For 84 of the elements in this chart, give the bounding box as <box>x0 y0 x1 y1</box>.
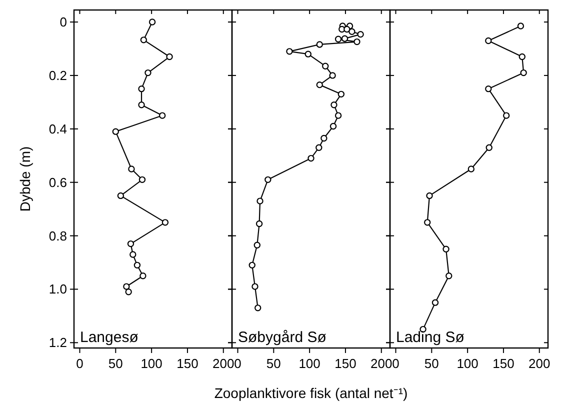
y-tick-label: 0.6 <box>48 174 67 190</box>
x-axis-title: Zooplanktivore fisk (antal net⁻¹) <box>214 385 408 401</box>
point <box>341 35 348 42</box>
y-tick-label: 0.2 <box>48 68 67 83</box>
point <box>446 272 452 280</box>
y-tick-label: 0 <box>60 14 67 30</box>
point <box>128 166 135 172</box>
point <box>320 134 328 142</box>
annotation: Langesø <box>80 329 138 346</box>
point <box>264 176 272 184</box>
point <box>112 128 120 135</box>
point <box>316 41 323 48</box>
point <box>322 62 329 70</box>
point <box>344 26 350 33</box>
x-tick-label: 50 <box>424 356 439 371</box>
x-tick-label: 0 <box>392 356 400 371</box>
x-tick-label: 100 <box>298 356 320 371</box>
x-tick-label: 0 <box>234 356 242 371</box>
point <box>442 246 450 252</box>
y-axis-title: Dybde (m) <box>17 146 33 212</box>
x-tick-label: 200 <box>528 356 550 371</box>
point <box>140 272 146 280</box>
point <box>256 198 264 204</box>
point <box>316 81 323 88</box>
y-tick-label: 1.0 <box>48 282 67 297</box>
point <box>304 50 312 58</box>
x-tick-label: 200 <box>212 356 234 371</box>
point <box>140 36 148 44</box>
point <box>254 304 262 312</box>
point <box>485 37 492 44</box>
point <box>166 53 173 60</box>
point <box>123 283 130 290</box>
point <box>486 144 492 151</box>
x-tick-label: 100 <box>140 356 162 371</box>
point <box>308 154 314 162</box>
point <box>117 192 124 200</box>
x-tick-label: 150 <box>492 356 514 371</box>
point <box>468 166 475 172</box>
point <box>520 69 527 76</box>
point <box>254 242 260 248</box>
x-tick-label: 100 <box>456 356 478 371</box>
annotation: Søbygård Sø <box>238 329 326 346</box>
point <box>330 122 337 130</box>
point <box>125 288 132 296</box>
point <box>138 176 146 184</box>
x-tick-label: 150 <box>176 356 198 371</box>
point <box>138 102 145 108</box>
point <box>134 262 141 269</box>
point <box>138 85 145 92</box>
point <box>316 144 322 151</box>
point <box>348 28 356 35</box>
point <box>432 299 439 306</box>
point <box>517 22 524 30</box>
x-tick-label: 150 <box>334 356 356 371</box>
point <box>127 240 134 248</box>
x-tick-label: 0 <box>76 356 84 371</box>
point <box>354 38 360 46</box>
y-tick-label: 0.4 <box>48 121 67 136</box>
point <box>518 53 526 60</box>
point <box>485 85 492 92</box>
point <box>357 30 364 38</box>
point <box>144 69 152 76</box>
point <box>248 262 256 269</box>
x-tick-label: 50 <box>266 356 281 371</box>
x-tick-label: 200 <box>370 356 392 371</box>
point <box>338 90 345 98</box>
point <box>334 36 342 42</box>
annotation: Lading Sø <box>396 329 464 346</box>
point <box>130 251 136 258</box>
point <box>330 102 338 108</box>
point <box>148 18 156 26</box>
x-tick-label: 50 <box>108 356 123 371</box>
point <box>329 72 336 79</box>
point <box>334 112 342 119</box>
point <box>162 219 169 226</box>
point <box>286 48 293 55</box>
y-tick-label: 1.2 <box>48 335 67 350</box>
point <box>502 112 510 119</box>
point <box>256 220 263 228</box>
point <box>252 283 258 290</box>
y-tick-label: 0.8 <box>48 228 67 244</box>
point <box>158 112 166 119</box>
point <box>426 192 433 200</box>
point <box>424 219 431 226</box>
